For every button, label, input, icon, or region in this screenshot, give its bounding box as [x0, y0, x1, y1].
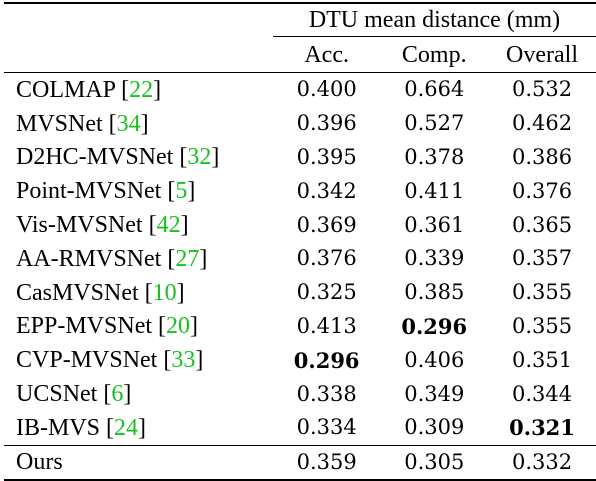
- method-name: IB-MVS: [16, 414, 101, 441]
- comp-value: 0.664: [380, 71, 489, 107]
- column-header-row: Acc. Comp. Overall: [4, 37, 596, 73]
- citation-link[interactable]: 24: [114, 414, 139, 441]
- method-cell: MVSNet [34]: [16, 110, 149, 137]
- citation-link[interactable]: 5: [175, 178, 188, 205]
- comp-value: 0.309: [404, 415, 465, 440]
- citation-link[interactable]: 6: [111, 381, 124, 408]
- overall-value: 0.321: [509, 415, 575, 441]
- acc-value: 0.338: [296, 381, 357, 406]
- table-row: COLMAP [22] 0.400 0.664 0.532: [4, 71, 596, 107]
- comp-value: 0.349: [404, 381, 465, 406]
- method-name: Vis-MVSNet: [16, 212, 143, 239]
- overall-value: 0.386: [511, 144, 573, 169]
- comp-value: 0.406: [404, 347, 465, 372]
- results-table-figure: DTU mean distance (mm) Acc. Comp. Overal…: [4, 2, 596, 481]
- acc-value: 0.376: [296, 246, 357, 271]
- acc-value: 0.395: [296, 144, 357, 169]
- comp-value: 0.378: [404, 144, 465, 169]
- table-row: Point-MVSNet [5] 0.342 0.411 0.376: [4, 174, 596, 208]
- method-cell: CVP-MVSNet [33]: [16, 347, 204, 374]
- method-name: Point-MVSNet: [16, 178, 162, 205]
- acc-value: 0.413: [296, 313, 357, 338]
- citation-link[interactable]: 20: [166, 313, 191, 340]
- comp-value: 0.527: [404, 111, 465, 136]
- overall-value: 0.532: [488, 71, 596, 107]
- ours-row: Ours 0.359 0.305 0.332: [4, 444, 596, 481]
- citation-link[interactable]: 22: [129, 76, 154, 103]
- table-row: IB-MVS [24] 0.334 0.309 0.321: [4, 411, 596, 445]
- comp-value: 0.339: [404, 246, 465, 271]
- method-cell: UCSNet [6]: [16, 381, 132, 408]
- column-header-comp: Comp.: [401, 41, 467, 68]
- ours-overall-value: 0.332: [488, 444, 596, 481]
- method-name: D2HC-MVSNet: [16, 144, 174, 171]
- column-header-acc: Acc.: [304, 41, 349, 68]
- ours-acc-value: 0.359: [272, 444, 381, 481]
- acc-value: 0.342: [296, 178, 357, 203]
- method-cell: COLMAP [22]: [4, 71, 273, 107]
- overall-value: 0.355: [511, 280, 573, 305]
- table-row: UCSNet [6] 0.338 0.349 0.344: [4, 377, 596, 411]
- group-header: DTU mean distance (mm): [272, 2, 596, 37]
- method-name: CasMVSNet: [16, 279, 139, 306]
- method-cell: Point-MVSNet [5]: [16, 178, 196, 205]
- method-name: AA-RMVSNet: [16, 245, 162, 272]
- method-name: MVSNet: [16, 110, 103, 137]
- method-cell: Vis-MVSNet [42]: [16, 212, 189, 239]
- overall-value: 0.462: [511, 111, 573, 136]
- group-header-row: DTU mean distance (mm): [4, 2, 596, 37]
- overall-value: 0.357: [511, 246, 573, 271]
- method-cell: AA-RMVSNet [27]: [16, 245, 208, 272]
- dtu-results-table: DTU mean distance (mm) Acc. Comp. Overal…: [4, 2, 596, 481]
- comp-value: 0.385: [404, 280, 465, 305]
- acc-value: 0.369: [296, 212, 357, 237]
- acc-value: 0.325: [296, 280, 357, 305]
- table-row: EPP-MVSNet [20] 0.413 0.296 0.355: [4, 310, 596, 344]
- method-cell: EPP-MVSNet [20]: [16, 313, 199, 340]
- empty-method-header: [4, 37, 273, 73]
- method-cell: IB-MVS [24]: [16, 414, 147, 441]
- acc-value: 0.400: [272, 71, 381, 107]
- table-row: D2HC-MVSNet [32] 0.395 0.378 0.386: [4, 141, 596, 175]
- overall-value: 0.355: [511, 313, 573, 338]
- overall-value: 0.365: [511, 212, 573, 237]
- overall-value: 0.351: [511, 347, 573, 372]
- acc-value: 0.296: [293, 347, 360, 373]
- citation-link[interactable]: 42: [156, 212, 181, 239]
- acc-value: 0.334: [296, 415, 357, 440]
- table-row: MVSNet [34] 0.396 0.527 0.462: [4, 107, 596, 141]
- table-row: CVP-MVSNet [33] 0.296 0.406 0.351: [4, 343, 596, 377]
- method-name: COLMAP: [16, 76, 116, 103]
- method-name: UCSNet: [16, 381, 98, 408]
- method-name: CVP-MVSNet: [16, 347, 158, 374]
- table-row: CasMVSNet [10] 0.325 0.385 0.355: [4, 276, 596, 310]
- method-name: EPP-MVSNet: [16, 313, 153, 340]
- citation-link[interactable]: 33: [171, 347, 196, 374]
- method-cell: CasMVSNet [10]: [16, 279, 185, 306]
- comp-value: 0.411: [404, 178, 465, 203]
- overall-value: 0.376: [511, 178, 573, 203]
- citation-link[interactable]: 32: [187, 144, 212, 171]
- column-header-overall: Overall: [506, 41, 579, 68]
- method-cell: D2HC-MVSNet [32]: [16, 144, 220, 171]
- ours-comp-value: 0.305: [380, 444, 489, 481]
- citation-link[interactable]: 34: [116, 110, 141, 137]
- table-row: AA-RMVSNet [27] 0.376 0.339 0.357: [4, 242, 596, 276]
- table-row: Vis-MVSNet [42] 0.369 0.361 0.365: [4, 208, 596, 242]
- overall-value: 0.344: [511, 381, 573, 406]
- acc-value: 0.396: [296, 111, 357, 136]
- citation-link[interactable]: 27: [175, 245, 200, 272]
- ours-method-cell: Ours: [4, 444, 273, 481]
- comp-value: 0.296: [401, 313, 468, 339]
- citation-link[interactable]: 10: [152, 279, 177, 306]
- comp-value: 0.361: [404, 212, 465, 237]
- method-header-cell: [4, 2, 273, 37]
